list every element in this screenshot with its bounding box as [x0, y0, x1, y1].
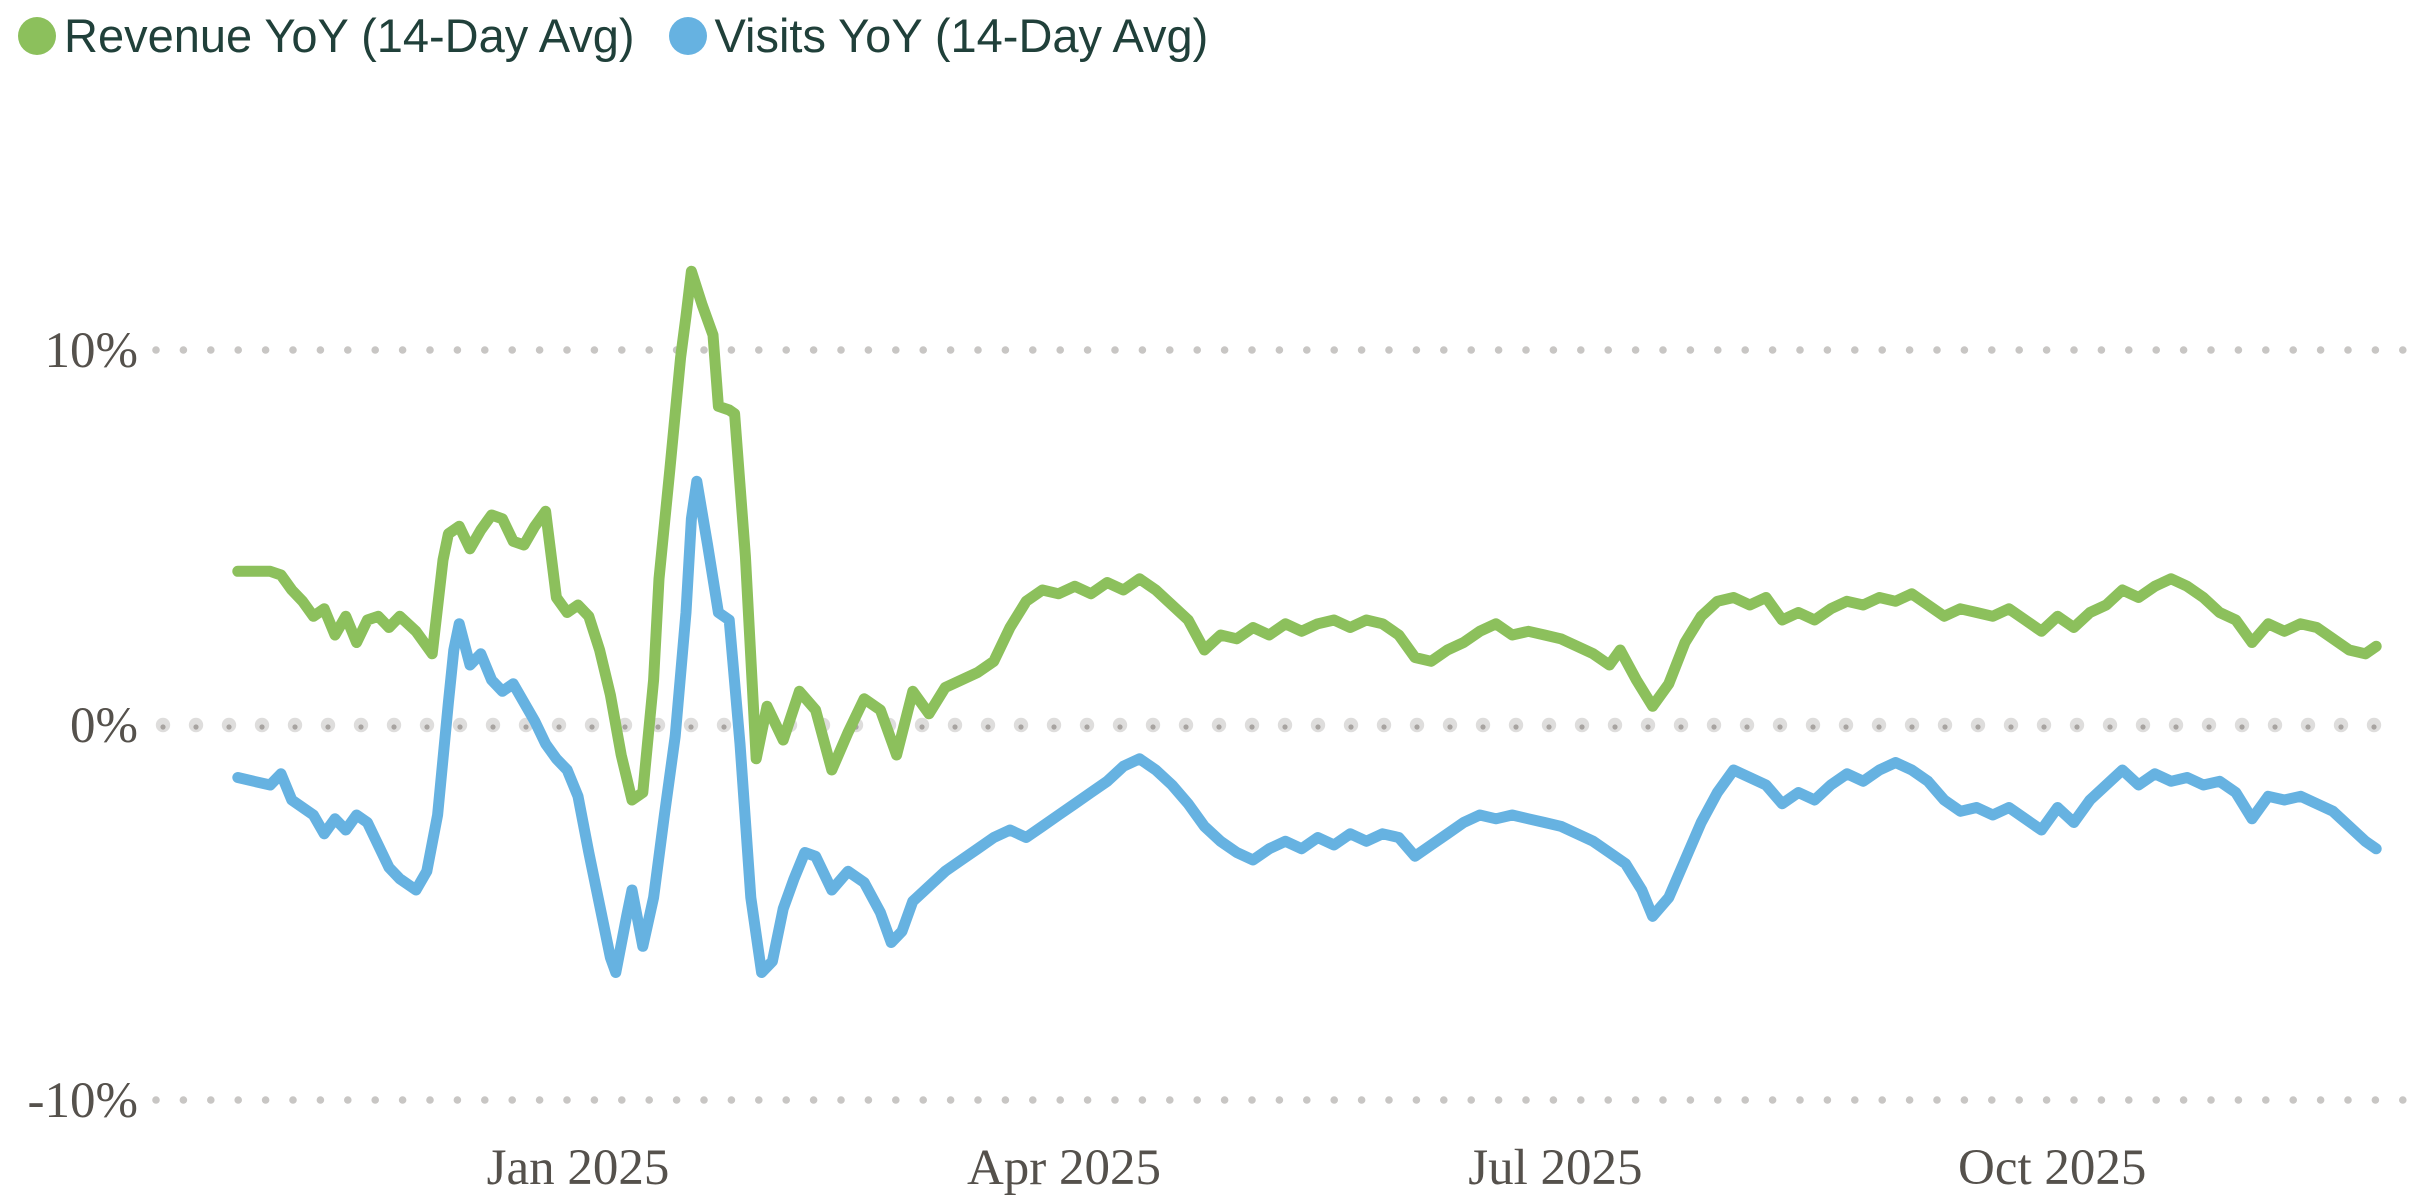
- x-tick-label-jul-2025: Jul 2025: [1468, 1140, 1642, 1196]
- y-tick-label--10: -10%: [28, 1073, 138, 1129]
- gridline-10: [152, 346, 2407, 354]
- x-tick-label-apr-2025: Apr 2025: [967, 1140, 1161, 1196]
- legend-label-revenue: Revenue YoY (14-Day Avg): [64, 9, 635, 62]
- legend-item-visits[interactable]: Visits YoY (14-Day Avg): [668, 8, 1209, 64]
- gridline--10: [152, 1096, 2407, 1104]
- visits-line: [232, 475, 2382, 978]
- visits-series-dot-icon: [668, 17, 707, 55]
- revenue-series-dot-icon: [18, 17, 56, 55]
- x-tick-label-oct-2025: Oct 2025: [1958, 1140, 2146, 1196]
- y-tick-label-0: 0%: [70, 698, 138, 754]
- legend-label-visits: Visits YoY (14-Day Avg): [714, 9, 1209, 62]
- chart-legend: Revenue YoY (14-Day Avg) Visits YoY (14-…: [18, 8, 1208, 64]
- legend-item-revenue[interactable]: Revenue YoY (14-Day Avg): [18, 8, 635, 64]
- gridline-0: [155, 717, 2382, 733]
- x-tick-label-jan-2025: Jan 2025: [487, 1140, 670, 1196]
- revenue-line: [232, 265, 2382, 806]
- y-tick-label-10: 10%: [45, 323, 138, 379]
